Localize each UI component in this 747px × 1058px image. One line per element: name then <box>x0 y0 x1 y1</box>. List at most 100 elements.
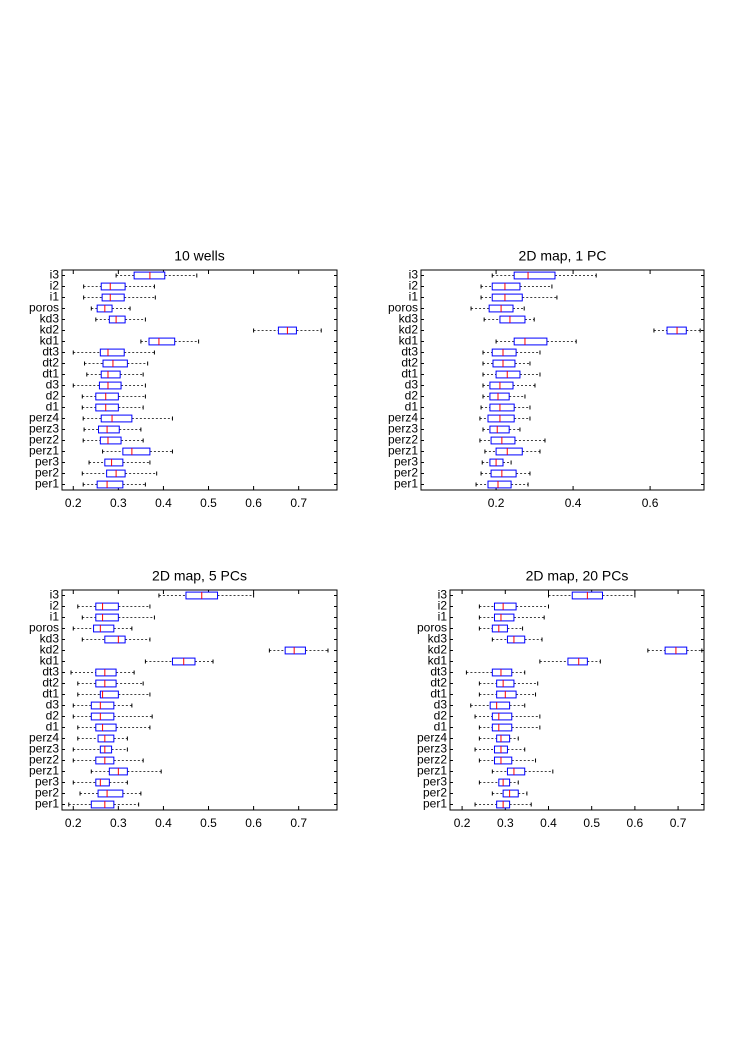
x-tick-label: 0.3 <box>110 816 127 830</box>
box <box>95 403 119 412</box>
box <box>95 392 119 401</box>
box <box>495 370 521 379</box>
box <box>491 293 523 302</box>
y-tick-label: d1 <box>46 400 60 414</box>
chart-title: 2D map, 1 PC <box>519 248 607 264</box>
y-tick-label: per2 <box>423 786 447 800</box>
y-tick-label: per1 <box>394 477 418 491</box>
x-tick-label: 0.4 <box>155 816 172 830</box>
y-tick-label: d2 <box>46 709 60 723</box>
y-tick-label: perz4 <box>29 731 59 745</box>
y-tick-label: poros <box>417 621 447 635</box>
box <box>95 679 117 688</box>
box <box>493 756 513 765</box>
box <box>491 712 513 721</box>
y-tick-label: per2 <box>394 466 418 480</box>
x-tick-label: 0.4 <box>565 496 582 510</box>
x-tick-label: 0.6 <box>245 816 262 830</box>
box <box>96 480 124 489</box>
x-tick-label: 0.6 <box>627 816 644 830</box>
plot-frame <box>420 269 705 491</box>
box <box>93 624 115 633</box>
box <box>100 370 121 379</box>
box <box>98 381 122 390</box>
y-tick-label: kd2 <box>428 643 448 657</box>
box <box>90 800 115 809</box>
y-tick-label: d2 <box>405 389 419 403</box>
y-tick-label: perz1 <box>29 444 59 458</box>
y-tick-label: perz2 <box>29 433 59 447</box>
box <box>498 778 511 787</box>
box <box>95 602 119 611</box>
y-tick-label: poros <box>29 621 59 635</box>
y-tick-label: d3 <box>405 378 419 392</box>
y-tick-label: per2 <box>35 466 59 480</box>
y-tick-label: per3 <box>35 775 59 789</box>
box <box>100 282 126 291</box>
box <box>101 293 125 302</box>
y-tick-label: i1 <box>50 610 60 624</box>
box <box>487 480 512 489</box>
x-tick-label: 0.4 <box>155 496 172 510</box>
y-tick-label: perz1 <box>388 444 418 458</box>
box <box>506 767 526 776</box>
x-tick-label: 0.5 <box>200 496 217 510</box>
y-tick-label: per2 <box>35 786 59 800</box>
y-tick-label: dt3 <box>42 665 59 679</box>
box <box>97 734 115 743</box>
plot-frame <box>61 589 338 811</box>
y-tick-label: per3 <box>35 455 59 469</box>
y-tick-label: perz4 <box>388 411 418 425</box>
box <box>489 381 514 390</box>
x-tick-label: 0.5 <box>583 816 600 830</box>
y-tick-label: dt2 <box>42 356 59 370</box>
box <box>95 778 110 787</box>
y-tick-label: i2 <box>50 599 60 613</box>
y-tick-label: dt1 <box>42 367 59 381</box>
y-tick-label: perz3 <box>417 742 447 756</box>
y-tick-label: i3 <box>50 588 60 602</box>
box <box>489 403 515 412</box>
y-tick-label: dt3 <box>42 345 59 359</box>
x-tick-label: 0.7 <box>290 496 307 510</box>
chart-title: 10 wells <box>174 248 225 264</box>
y-tick-label: per1 <box>35 477 59 491</box>
y-tick-label: i1 <box>50 290 60 304</box>
box <box>490 469 517 478</box>
box <box>99 436 122 445</box>
box <box>499 315 526 324</box>
y-tick-label: kd3 <box>40 312 60 326</box>
y-tick-label: kd1 <box>428 654 448 668</box>
box <box>104 458 124 467</box>
box <box>104 635 126 644</box>
box <box>491 624 508 633</box>
y-tick-label: d1 <box>405 400 419 414</box>
y-tick-label: perz4 <box>417 731 447 745</box>
plot-frame <box>61 269 338 491</box>
y-tick-label: i2 <box>409 279 419 293</box>
y-tick-label: kd3 <box>399 312 419 326</box>
x-tick-label: 0.2 <box>65 496 82 510</box>
y-tick-label: kd3 <box>428 632 448 646</box>
box <box>513 337 548 346</box>
x-tick-label: 0.7 <box>670 816 687 830</box>
box <box>100 414 133 423</box>
y-tick-label: d2 <box>46 389 60 403</box>
y-tick-label: kd1 <box>399 334 419 348</box>
y-tick-label: per1 <box>35 797 59 811</box>
box <box>495 447 523 456</box>
box <box>496 690 517 699</box>
box <box>502 789 519 798</box>
y-tick-label: per3 <box>423 775 447 789</box>
y-tick-label: i1 <box>438 610 448 624</box>
y-tick-label: kd2 <box>399 323 419 337</box>
y-tick-label: per1 <box>423 797 447 811</box>
y-tick-label: i1 <box>409 290 419 304</box>
box <box>122 447 151 456</box>
y-tick-label: poros <box>388 301 418 315</box>
box <box>95 723 117 732</box>
box <box>487 414 515 423</box>
box <box>99 348 125 357</box>
y-tick-label: dt2 <box>42 676 59 690</box>
